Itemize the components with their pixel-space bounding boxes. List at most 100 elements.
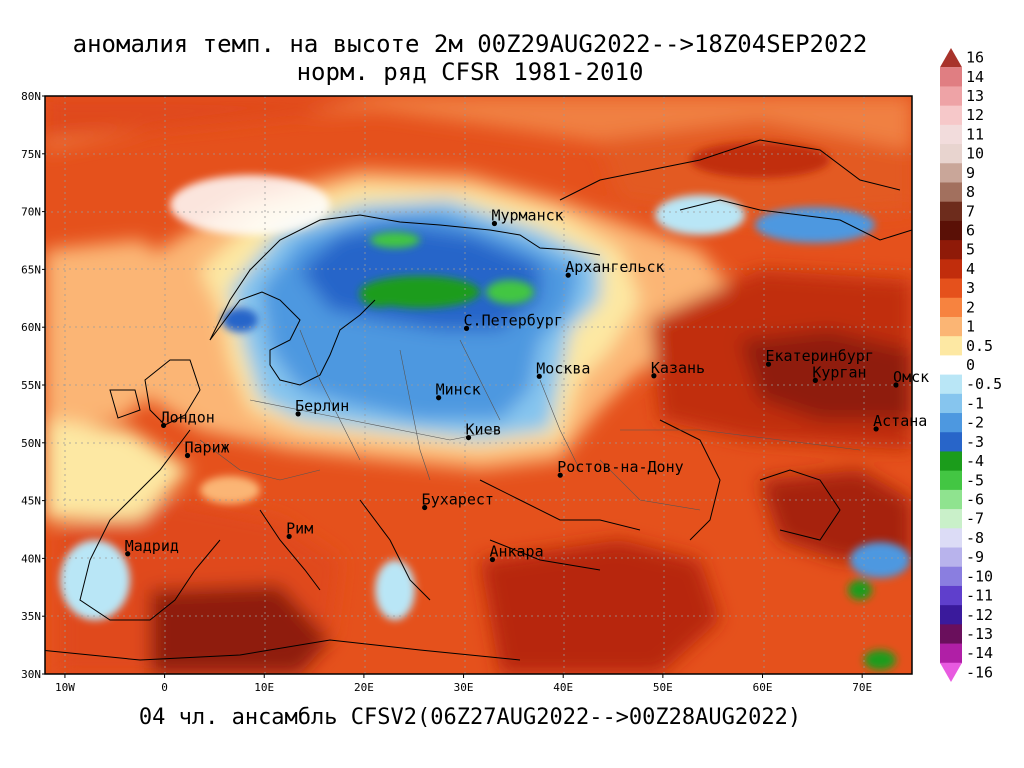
legend-swatch bbox=[940, 451, 962, 472]
legend-level-label: -11 bbox=[966, 587, 993, 605]
city-dot bbox=[463, 325, 470, 331]
coastlines bbox=[45, 139, 912, 661]
city-markers: Мурманск Архангельск С.Петербург Москва Каза… bbox=[125, 207, 929, 563]
legend-level-label: -2 bbox=[966, 414, 984, 432]
city-dot bbox=[565, 272, 571, 278]
legend-swatch bbox=[940, 144, 962, 164]
lat-tick-label: 30N bbox=[21, 668, 41, 681]
legend-level-label: -14 bbox=[966, 644, 993, 662]
city-label: Курган bbox=[812, 363, 866, 381]
legend-swatch bbox=[940, 605, 962, 625]
lon-tick-label: 10E bbox=[254, 681, 274, 694]
legend-level-label: -9 bbox=[966, 548, 984, 566]
lat-tick-label: 55N bbox=[21, 379, 41, 392]
city-dot bbox=[422, 504, 428, 511]
city-label: Екатеринбург bbox=[765, 347, 873, 365]
city-label: Омск bbox=[893, 368, 929, 386]
city-label: Мурманск bbox=[491, 207, 563, 225]
lon-tick-label: 10W bbox=[55, 681, 75, 694]
legend-level-label: -6 bbox=[966, 490, 984, 508]
legend-level-label: 13 bbox=[966, 87, 984, 105]
legend-level-label: -7 bbox=[966, 510, 984, 528]
legend-swatch bbox=[940, 489, 962, 510]
latitude-tick-labels: 80N 75N 70N 65N 60N 55N 50N 45N 40N 35N 30N bbox=[21, 90, 45, 681]
legend-level-label: 5 bbox=[966, 241, 975, 259]
city-label: Минск bbox=[436, 381, 481, 399]
longitude-tick-labels: 10W 0 10E 20E 30E 40E 50E 60E 70E bbox=[55, 674, 872, 694]
legend-level-label: -16 bbox=[966, 663, 993, 681]
legend-swatch bbox=[940, 566, 962, 587]
city-label: Мадрид bbox=[125, 537, 179, 555]
city-label: Москва bbox=[536, 359, 590, 377]
legend-swatch bbox=[940, 643, 962, 664]
lon-tick-label: 50E bbox=[653, 681, 673, 694]
legend-swatch bbox=[940, 509, 962, 529]
legend-swatch bbox=[940, 278, 962, 299]
lon-tick-label: 30E bbox=[454, 681, 474, 694]
legend-level-label: 6 bbox=[966, 222, 975, 240]
map-title-line-1: аномалия темп. на высоте 2м 00Z29AUG2022… bbox=[72, 30, 868, 58]
legend-swatch bbox=[940, 393, 962, 414]
legend-arrow-bottom bbox=[940, 662, 962, 682]
city-dot bbox=[812, 377, 818, 383]
lon-tick-label: 60E bbox=[753, 681, 773, 694]
legend-swatch bbox=[940, 374, 962, 395]
city-label: Бухарест bbox=[422, 491, 494, 509]
city-label: Париж bbox=[185, 439, 230, 457]
legend-swatch bbox=[940, 182, 962, 203]
legend-swatch bbox=[940, 547, 962, 568]
legend-swatch bbox=[940, 86, 962, 107]
lon-tick-label: 40E bbox=[553, 681, 573, 694]
city-dot bbox=[491, 220, 498, 227]
lon-tick-label: 0 bbox=[161, 681, 168, 694]
legend-swatch bbox=[940, 413, 962, 433]
city-label: Лондон bbox=[161, 408, 215, 426]
city-dot bbox=[286, 533, 292, 540]
city-dot bbox=[125, 551, 131, 557]
city-dot bbox=[765, 361, 772, 367]
borders bbox=[199, 329, 861, 511]
legend-swatch bbox=[940, 316, 962, 337]
legend-swatch bbox=[940, 432, 962, 452]
legend-level-label: 12 bbox=[966, 106, 984, 124]
legend-swatch bbox=[940, 470, 962, 491]
legend-swatch bbox=[940, 201, 962, 222]
city-label: С.Петербург bbox=[464, 311, 563, 329]
lat-tick-label: 50N bbox=[21, 437, 41, 450]
legend-level-label: -1 bbox=[966, 394, 984, 412]
legend-swatch bbox=[940, 67, 962, 87]
legend-swatch bbox=[940, 124, 962, 145]
city-dot bbox=[436, 395, 442, 401]
legend-level-label: 9 bbox=[966, 164, 975, 182]
legend-arrow-top bbox=[940, 48, 962, 68]
legend-swatch bbox=[940, 585, 962, 606]
legend-level-label: 14 bbox=[966, 68, 984, 86]
legend-level-label: 8 bbox=[966, 183, 975, 201]
legend-level-label: 4 bbox=[966, 260, 975, 278]
anomaly-field bbox=[45, 96, 912, 674]
legend-swatch bbox=[940, 528, 962, 549]
legend-level-label: 0 bbox=[966, 356, 975, 374]
map-title-line-2: норм. ряд CFSR 1981-2010 bbox=[296, 58, 644, 86]
city-label: Ростов-на-Дону bbox=[557, 458, 683, 476]
legend-swatch bbox=[940, 336, 962, 356]
legend-swatch bbox=[940, 240, 962, 260]
city-label: Анкара bbox=[489, 543, 543, 561]
city-dot bbox=[489, 556, 496, 563]
city-dot bbox=[536, 373, 542, 379]
legend-level-label: 11 bbox=[966, 125, 984, 143]
lat-tick-label: 40N bbox=[21, 552, 41, 565]
legend-level-label: -12 bbox=[966, 606, 993, 624]
city-label: Казань bbox=[651, 359, 705, 377]
legend-level-label: 1 bbox=[966, 318, 975, 336]
city-dot bbox=[893, 382, 899, 388]
legend-level-label: 16 bbox=[966, 49, 984, 67]
legend-swatch bbox=[940, 624, 962, 645]
legend-level-label: 2 bbox=[966, 298, 975, 316]
lon-tick-label: 70E bbox=[852, 681, 872, 694]
lat-tick-label: 45N bbox=[21, 495, 41, 508]
lat-tick-label: 80N bbox=[21, 90, 41, 103]
legend-level-label: -0.5 bbox=[966, 375, 1002, 393]
